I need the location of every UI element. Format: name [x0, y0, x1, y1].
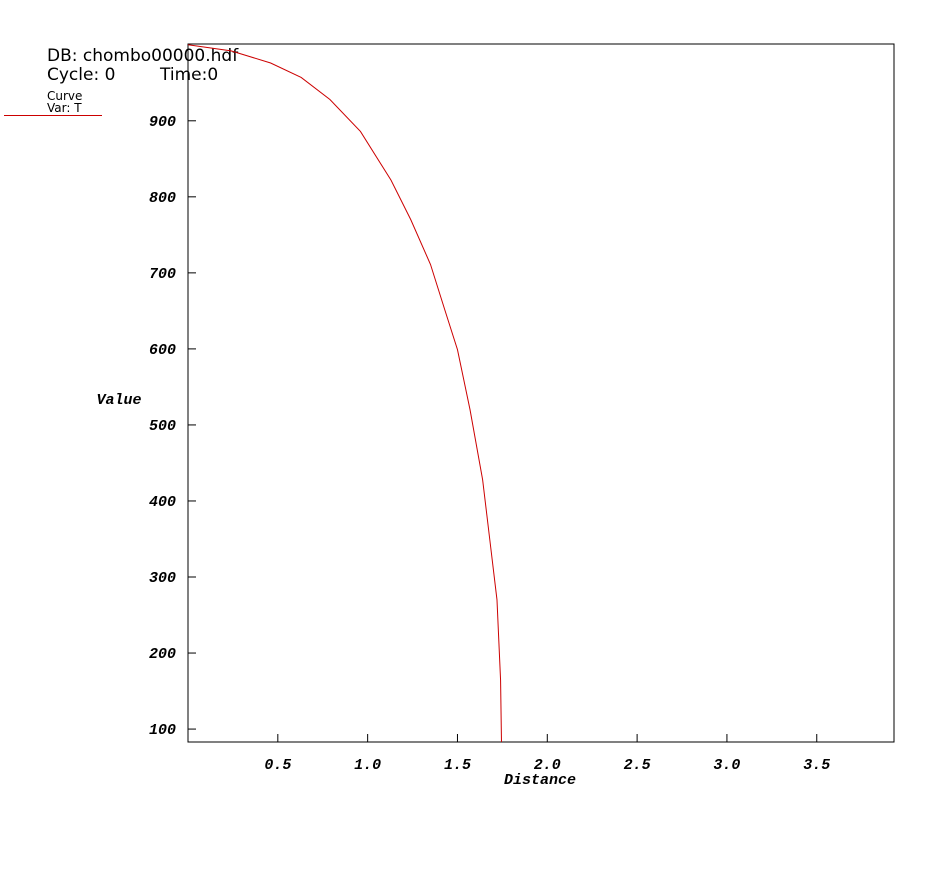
x-tick-label: 2.5 [624, 757, 651, 774]
y-tick-label: 200 [149, 646, 176, 663]
legend-title: Curve [47, 89, 82, 103]
x-tick-label: 3.0 [713, 757, 740, 774]
x-tick-label: 3.5 [803, 757, 830, 774]
plot-frame [187, 43, 895, 743]
y-tick-label: 500 [149, 418, 176, 435]
y-tick-label: 800 [149, 190, 176, 207]
db-label: DB: chombo00000.hdf [47, 46, 239, 66]
curve [187, 44, 502, 743]
legend-entry: Var: T [47, 101, 82, 115]
x-tick-label: 1.5 [444, 757, 471, 774]
x-tick-label: 0.5 [264, 757, 291, 774]
x-tick-label: 2.0 [534, 757, 561, 774]
cycle-label: Cycle: 0 [47, 65, 115, 85]
x-axis-label: Distance [504, 772, 576, 789]
y-tick-label: 600 [149, 342, 176, 359]
y-tick-label: 700 [149, 266, 176, 283]
y-axis-label: Value [96, 392, 141, 409]
y-tick-label: 100 [149, 722, 176, 739]
y-tick-label: 300 [149, 570, 176, 587]
y-tick-label: 900 [149, 114, 176, 131]
time-label: Time:0 [159, 65, 218, 85]
y-tick-label: 400 [149, 494, 176, 511]
x-tick-label: 1.0 [354, 757, 381, 774]
